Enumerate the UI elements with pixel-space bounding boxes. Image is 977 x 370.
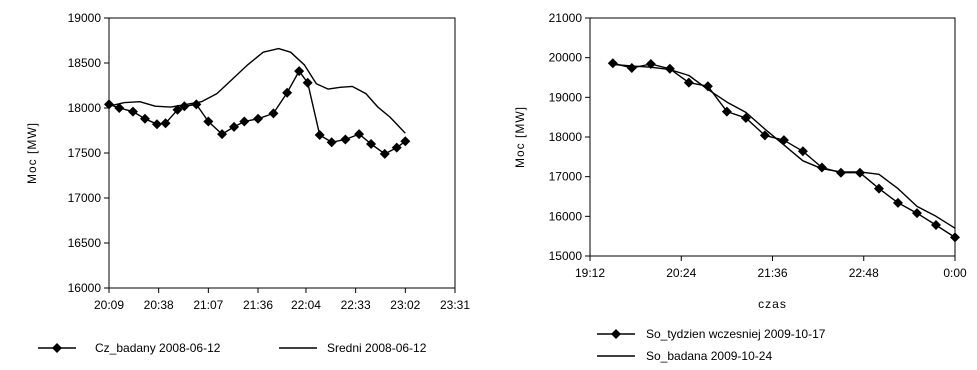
x-tick-label: 23:02 — [390, 298, 420, 312]
data-point-marker — [702, 81, 713, 92]
y-tick-label: 16000 — [68, 281, 102, 295]
x-tick-label: 20:38 — [144, 298, 174, 312]
x-axis-title: czas — [758, 297, 787, 311]
data-point-marker — [139, 113, 150, 124]
data-point-marker — [268, 108, 279, 119]
legend-item-2: Sredni 2008-06-12 — [279, 341, 427, 355]
data-point-marker — [911, 208, 922, 219]
data-point-marker — [626, 62, 637, 73]
data-point-marker — [114, 103, 125, 113]
data-point-marker — [326, 137, 337, 148]
data-point-marker — [391, 142, 402, 153]
data-point-marker — [294, 66, 305, 77]
data-point-marker — [104, 99, 114, 110]
data-point-marker — [217, 129, 228, 140]
y-tick-label: 18000 — [68, 101, 102, 115]
data-point-marker — [340, 134, 351, 145]
legend-item-1: Cz_badany 2008-06-12 — [38, 341, 221, 355]
data-point-marker — [930, 220, 941, 231]
data-point-marker — [816, 162, 827, 173]
data-point-marker — [873, 183, 884, 194]
x-tick-label: 20:24 — [666, 266, 696, 280]
y-axis-title: Moc [MW] — [513, 106, 527, 168]
y-tick-label: 19000 — [549, 90, 583, 104]
x-tick-label: 22:48 — [849, 266, 879, 280]
legend-label: So_tydzien wczesniej 2009-10-17 — [646, 327, 826, 341]
data-point-marker — [302, 77, 313, 88]
data-point-marker — [239, 116, 250, 127]
data-point-marker — [354, 129, 365, 140]
data-point-marker — [203, 116, 214, 127]
y-tick-label: 17000 — [549, 170, 583, 184]
x-tick-label: 22:04 — [291, 298, 321, 312]
data-point-marker — [314, 130, 325, 140]
chart-2: 15000 16000 17000 18000 19000 20000 21000 19:12… — [513, 11, 967, 363]
y-tick-label: 15000 — [549, 249, 583, 263]
data-point-marker — [721, 106, 732, 117]
data-point-marker — [854, 167, 865, 178]
x-tick-label: 19:12 — [575, 266, 605, 280]
data-point-marker — [664, 63, 675, 74]
data-point-marker — [127, 106, 138, 117]
y-tick-label: 18000 — [549, 130, 583, 144]
x-tick-label: 21:36 — [757, 266, 787, 280]
series-line-1 — [612, 62, 956, 238]
data-point-marker — [151, 119, 162, 130]
x-tick-label: 20:09 — [94, 298, 124, 312]
x-tick-label: 21:36 — [243, 298, 273, 312]
data-point-marker — [607, 58, 618, 69]
data-point-marker — [400, 136, 411, 147]
data-point-marker — [172, 104, 183, 115]
series-line-2 — [612, 63, 956, 229]
x-tick-label: 22:33 — [341, 298, 371, 312]
chart-1: 16000 16500 17000 17500 18000 18500 19000 20:09… — [25, 11, 470, 355]
y-tick-label: 21000 — [549, 11, 583, 25]
x-tick-label: 23:31 — [440, 298, 470, 312]
data-point-marker — [191, 99, 202, 110]
legend-item-2: So_badana 2009-10-24 — [597, 349, 772, 363]
y-tick-label: 18500 — [68, 56, 102, 70]
data-point-marker — [683, 77, 694, 88]
legend-label: So_badana 2009-10-24 — [646, 349, 772, 363]
legend-marker — [611, 329, 621, 339]
y-tick-label: 16500 — [68, 236, 102, 250]
legend-label: Cz_badany 2008-06-12 — [95, 341, 221, 355]
data-point-marker — [892, 197, 903, 208]
x-tick-label: 0:00 — [943, 266, 967, 280]
series-line-2 — [108, 47, 406, 134]
data-point-marker — [229, 121, 240, 132]
series-line-1 — [108, 70, 406, 155]
plot-area-frame — [108, 17, 456, 289]
data-point-marker — [778, 135, 789, 146]
data-point-marker — [282, 87, 293, 98]
data-point-marker — [797, 146, 808, 157]
data-point-marker — [379, 148, 390, 159]
y-axis-title: Moc [MW] — [25, 122, 39, 184]
data-point-marker — [253, 113, 264, 124]
y-tick-label: 16000 — [549, 209, 583, 223]
y-tick-label: 17000 — [68, 191, 102, 205]
x-tick-label: 21:07 — [193, 298, 223, 312]
legend-label: Sredni 2008-06-12 — [327, 341, 427, 355]
data-point-marker — [366, 139, 377, 149]
y-tick-label: 20000 — [549, 51, 583, 65]
data-point-marker — [759, 130, 770, 141]
data-point-marker — [950, 232, 960, 243]
data-point-marker — [160, 118, 171, 129]
y-tick-label: 17500 — [68, 146, 102, 160]
legend-item-1: So_tydzien wczesniej 2009-10-17 — [597, 327, 826, 341]
legend-marker — [52, 343, 62, 353]
y-tick-label: 19000 — [68, 11, 102, 25]
data-point-marker — [835, 167, 846, 178]
